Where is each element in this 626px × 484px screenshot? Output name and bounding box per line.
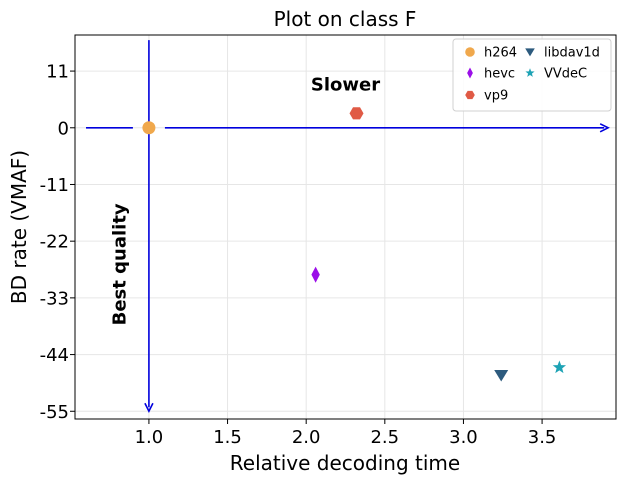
legend-label-vvdec: VVdeC	[544, 67, 587, 82]
point-hevc	[311, 266, 320, 283]
vertical-arrow-head	[144, 402, 154, 414]
y-tick-label: -44	[40, 345, 69, 366]
point-h264	[142, 121, 156, 135]
y-tick-label: 0	[58, 118, 69, 139]
y-tick-label: 11	[46, 62, 69, 83]
x-axis-ticks: 1.0 1.5 2.0 2.5 3.0 3.5	[135, 419, 557, 448]
legend-marker-h264	[465, 47, 475, 57]
y-tick-label: -22	[40, 232, 69, 253]
legend-label-libdav1d: libdav1d	[544, 46, 600, 61]
legend-marker-vvdec	[525, 68, 535, 77]
legend-label-h264: h264	[484, 46, 517, 61]
point-vvdec	[552, 360, 567, 374]
y-tick-label: -55	[40, 402, 69, 423]
legend-label-hevc: hevc	[484, 67, 515, 82]
x-tick-label: 1.0	[135, 427, 164, 448]
x-tick-label: 2.0	[292, 427, 321, 448]
x-tick-label: 1.5	[213, 427, 242, 448]
legend: h264 hevc vp9 libdav1d VVdeC	[452, 38, 612, 112]
legend-marker-libdav1d	[525, 48, 535, 57]
annotation-slower: Slower	[311, 75, 380, 96]
plot-frame	[74, 34, 617, 420]
arrows	[86, 40, 610, 414]
point-vp9	[349, 107, 364, 120]
legend-label-vp9: vp9	[484, 89, 508, 104]
chart-title: Plot on class F	[274, 7, 417, 31]
y-axis-title: BD rate (VMAF)	[7, 150, 31, 304]
y-axis-ticks: 11 0 -11 -22 -33 -44 -55	[40, 62, 75, 423]
annotation-best-quality: Best quality	[109, 203, 130, 325]
x-tick-label: 2.5	[370, 427, 399, 448]
x-axis-title: Relative decoding time	[230, 451, 460, 475]
legend-marker-hevc	[467, 67, 473, 79]
y-tick-label: -11	[40, 175, 69, 196]
y-tick-label: -33	[40, 288, 69, 309]
annotations: Slower Best quality	[109, 75, 380, 326]
data-points	[142, 107, 567, 382]
x-tick-label: 3.0	[449, 427, 478, 448]
legend-marker-vp9	[465, 90, 475, 100]
point-libdav1d	[494, 369, 509, 382]
x-tick-label: 3.5	[528, 427, 557, 448]
horizontal-arrow-head	[599, 123, 610, 133]
